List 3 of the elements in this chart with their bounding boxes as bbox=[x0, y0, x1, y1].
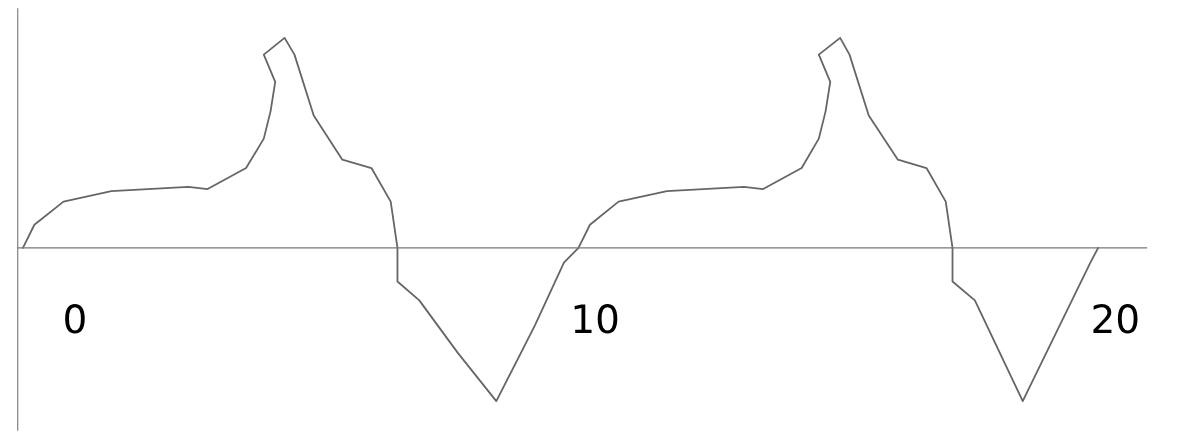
x-tick-label: 20 bbox=[1093, 304, 1138, 334]
x-tick-label: 10 bbox=[574, 304, 618, 334]
x-tick-label: 0 bbox=[65, 304, 85, 334]
